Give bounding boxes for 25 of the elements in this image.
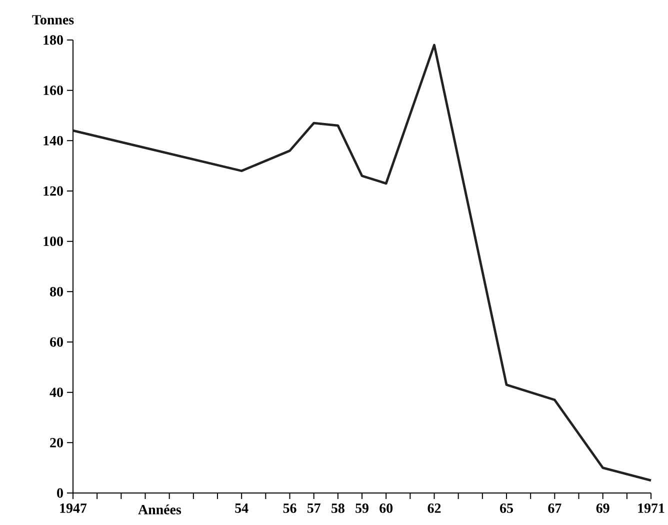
y-tick-label: 160 xyxy=(44,86,63,96)
x-tick-label: 69 xyxy=(596,504,610,513)
x-tick-label: 59 xyxy=(356,504,368,513)
y-tick-label: 60 xyxy=(50,337,63,347)
x-tick-label: 67 xyxy=(548,504,562,513)
y-tick-label: 140 xyxy=(44,136,63,146)
y-tick-label: 180 xyxy=(44,35,63,45)
y-tick-label: 80 xyxy=(50,286,63,296)
y-tick-label: 100 xyxy=(44,236,63,246)
x-tick-label: 54 xyxy=(235,504,248,513)
y-tick-label: 40 xyxy=(50,388,63,398)
x-tick-label: 56 xyxy=(283,504,296,513)
x-tick-label: 62 xyxy=(428,504,441,513)
x-tick-label: 65 xyxy=(500,504,513,513)
x-tick-label: 1947 xyxy=(60,504,87,513)
x-tick-label: 58 xyxy=(332,504,344,513)
y-axis-title: Tonnes xyxy=(32,15,74,24)
x-axis-title: Années xyxy=(138,504,182,514)
x-tick-label: 60 xyxy=(380,504,393,513)
line-series xyxy=(72,44,652,482)
y-tick-label: 20 xyxy=(50,438,63,448)
x-tick-label: 57 xyxy=(307,504,320,513)
x-tick-label: 1971 xyxy=(638,504,664,513)
y-tick-label: 120 xyxy=(44,186,63,196)
y-tick-label: 0 xyxy=(57,488,63,498)
